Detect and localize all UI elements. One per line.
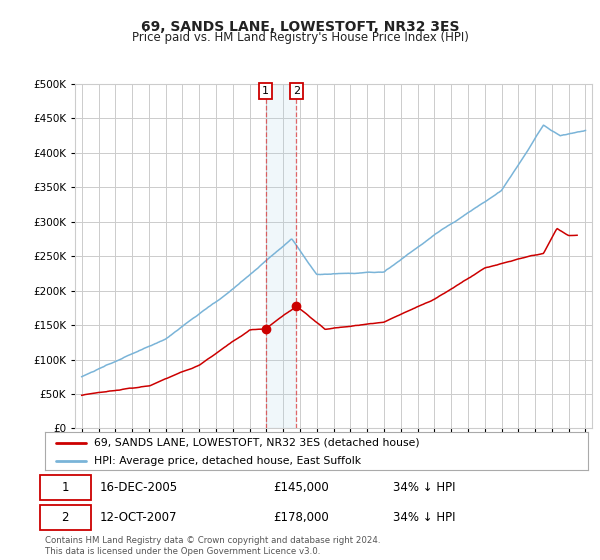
- Text: Contains HM Land Registry data © Crown copyright and database right 2024.
This d: Contains HM Land Registry data © Crown c…: [45, 536, 380, 556]
- Text: 16-DEC-2005: 16-DEC-2005: [100, 481, 178, 494]
- FancyBboxPatch shape: [40, 475, 91, 500]
- Text: £178,000: £178,000: [273, 511, 329, 524]
- Text: £145,000: £145,000: [273, 481, 329, 494]
- Text: 1: 1: [61, 481, 69, 494]
- Text: 2: 2: [293, 86, 300, 96]
- Text: 12-OCT-2007: 12-OCT-2007: [100, 511, 177, 524]
- Text: 34% ↓ HPI: 34% ↓ HPI: [392, 481, 455, 494]
- Text: 69, SANDS LANE, LOWESTOFT, NR32 3ES: 69, SANDS LANE, LOWESTOFT, NR32 3ES: [141, 20, 459, 34]
- Text: 2: 2: [61, 511, 69, 524]
- Text: 1: 1: [262, 86, 269, 96]
- Text: Price paid vs. HM Land Registry's House Price Index (HPI): Price paid vs. HM Land Registry's House …: [131, 31, 469, 44]
- Text: 69, SANDS LANE, LOWESTOFT, NR32 3ES (detached house): 69, SANDS LANE, LOWESTOFT, NR32 3ES (det…: [94, 438, 419, 448]
- Text: HPI: Average price, detached house, East Suffolk: HPI: Average price, detached house, East…: [94, 456, 361, 466]
- FancyBboxPatch shape: [40, 505, 91, 530]
- Bar: [266, 84, 296, 428]
- Text: 34% ↓ HPI: 34% ↓ HPI: [392, 511, 455, 524]
